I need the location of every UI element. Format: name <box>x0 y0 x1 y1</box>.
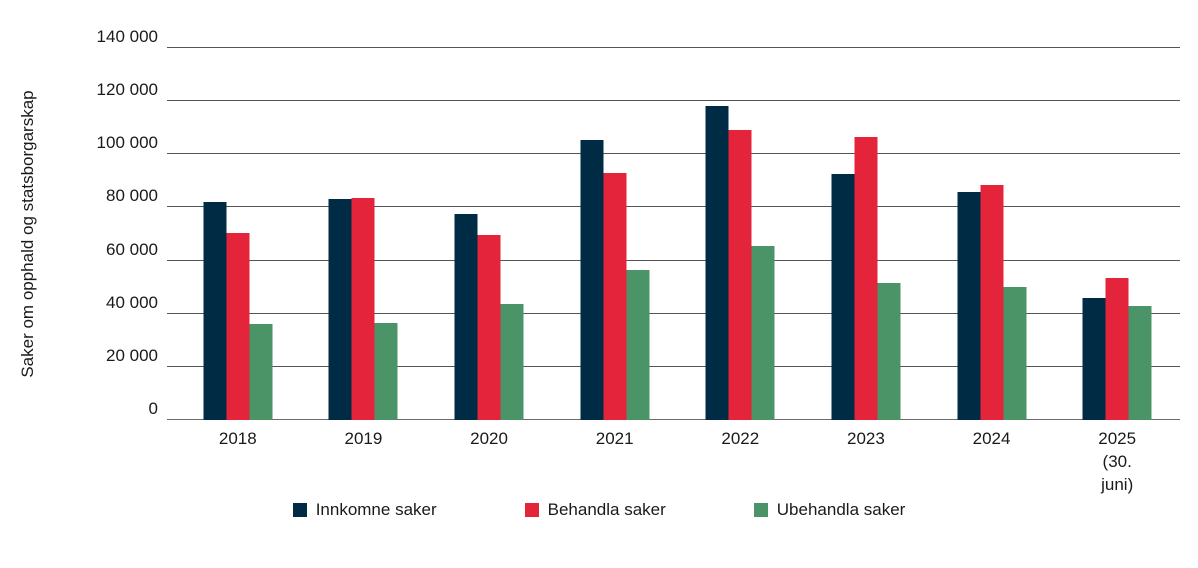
bar-behandla-saker-2025 <box>1105 277 1129 420</box>
x-tick-label: 2019 <box>344 429 383 448</box>
gridline <box>167 153 1180 155</box>
bar-group-2020 <box>426 48 552 420</box>
bar-behandla-saker-2021 <box>603 172 627 420</box>
legend-swatch-icon <box>753 503 768 517</box>
y-tick-label: 140 000 <box>96 27 158 46</box>
bar-ubehandla-saker-2023 <box>877 283 901 420</box>
y-tick-label: 60 000 <box>106 239 158 259</box>
legend-label: Behandla saker <box>547 500 666 519</box>
bar-group-2021 <box>552 48 678 420</box>
bar-innkomne-saker-2018 <box>203 202 227 420</box>
x-tick-label: 2025 (30. juni) <box>1098 429 1137 494</box>
bar-ubehandla-saker-2020 <box>500 304 524 420</box>
bar-group-2023 <box>803 48 929 420</box>
legend: Innkomne saker Behandla saker Ubehandla sa… <box>0 500 1198 520</box>
legend-item-behandla-saker: Behandla saker <box>524 500 666 520</box>
gridline <box>167 419 1180 420</box>
legend-item-ubehandla-saker: Ubehandla saker <box>753 500 906 520</box>
bar-behandla-saker-2022 <box>728 130 752 420</box>
plot-area: 0 20 000 40 000 60 000 80 000 100 000 120 000 1… <box>97 27 1180 494</box>
bar-behandla-saker-2020 <box>477 235 501 420</box>
bar-group-2022 <box>678 48 804 420</box>
y-tick-label: 40 000 <box>106 292 158 312</box>
bar-group-2018 <box>175 48 301 420</box>
bar-ubehandla-saker-2024 <box>1003 287 1027 420</box>
bar-ubehandla-saker-2018 <box>249 324 273 420</box>
bar-innkomne-saker-2020 <box>454 214 478 420</box>
bar-behandla-saker-2018 <box>226 232 250 420</box>
x-tick-label: 2020 <box>470 429 508 448</box>
bar-innkomne-saker-2019 <box>328 199 352 420</box>
bar-behandla-saker-2019 <box>351 198 375 420</box>
y-tick-label: 20 000 <box>106 345 158 365</box>
gridline <box>167 100 1180 102</box>
bar-behandla-saker-2023 <box>854 137 878 420</box>
bar-innkomne-saker-2023 <box>831 174 855 420</box>
gridline <box>167 206 1180 208</box>
bar-ubehandla-saker-2019 <box>374 323 398 420</box>
legend-label: Ubehandla saker <box>776 500 906 519</box>
x-tick-label: 2022 <box>721 429 760 448</box>
x-tick-label: 2024 <box>972 429 1011 448</box>
legend-swatch-icon <box>524 503 539 517</box>
x-tick-label: 2018 <box>218 429 257 448</box>
bar-group-2025 <box>1054 48 1180 420</box>
gridline <box>167 47 1180 48</box>
y-tick-label: 120 000 <box>96 80 158 100</box>
y-tick-label: 0 <box>148 399 158 418</box>
bar-group-2024 <box>929 48 1055 420</box>
bar-ubehandla-saker-2022 <box>751 245 775 420</box>
bar-ubehandla-saker-2021 <box>626 269 650 420</box>
y-tick-label: 100 000 <box>96 133 158 153</box>
x-tick-label: 2021 <box>595 429 634 448</box>
legend-swatch-icon <box>292 503 307 517</box>
bar-behandla-saker-2024 <box>980 184 1004 420</box>
bar-innkomne-saker-2024 <box>957 191 981 420</box>
bar-innkomne-saker-2025 <box>1082 297 1106 420</box>
gridline <box>167 259 1180 261</box>
gridline <box>167 365 1180 367</box>
bar-innkomne-saker-2022 <box>705 106 729 420</box>
bar-innkomne-saker-2021 <box>580 139 604 420</box>
bar-group-2019 <box>301 48 427 420</box>
y-tick-label: 80 000 <box>106 186 158 206</box>
x-tick-label: 2023 <box>847 429 885 448</box>
legend-label: Innkomne saker <box>315 500 437 519</box>
legend-item-innkomne-saker: Innkomne saker <box>292 500 437 520</box>
gridline <box>167 312 1180 314</box>
bar-ubehandla-saker-2025 <box>1128 305 1152 420</box>
